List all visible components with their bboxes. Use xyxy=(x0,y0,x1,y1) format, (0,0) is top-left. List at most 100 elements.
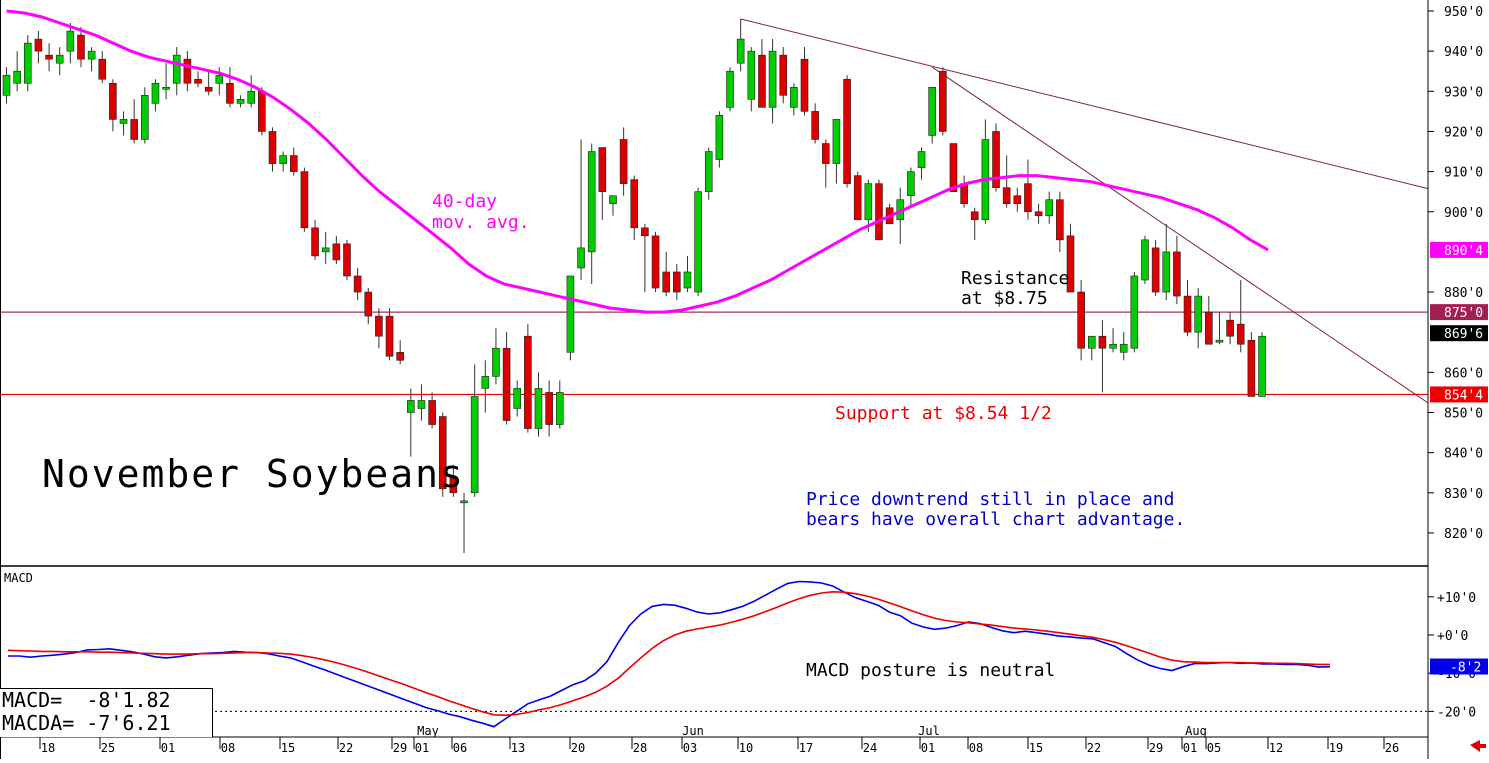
date-label: 25 xyxy=(101,741,115,755)
candle-body xyxy=(502,347,511,421)
candle-body xyxy=(300,171,309,229)
candle-body xyxy=(1141,239,1149,281)
date-label: 01 xyxy=(415,741,429,755)
resistance-label-line2: at $8.75 xyxy=(961,288,1048,309)
candle-body xyxy=(1056,199,1064,241)
support-price-tag: 854'4 xyxy=(1444,388,1483,403)
candle-body xyxy=(172,54,181,84)
resistance-price-tag-bg xyxy=(1430,304,1488,321)
macda-readout-label: MACDA= xyxy=(2,711,75,735)
moving-average-line xyxy=(6,9,1269,314)
ma-label-line1: 40-day xyxy=(432,191,497,212)
candle-body xyxy=(481,376,490,389)
candle-body xyxy=(641,227,649,237)
date-label: 15 xyxy=(1029,741,1043,755)
candle-body xyxy=(832,119,841,164)
candle-body xyxy=(779,54,788,96)
candle-body xyxy=(545,392,553,425)
candle-body xyxy=(587,151,596,253)
candle-body xyxy=(343,243,351,277)
support-price-tag-bg xyxy=(1430,386,1488,403)
candle-body xyxy=(66,30,75,52)
date-label: 22 xyxy=(1087,741,1101,755)
candle-body xyxy=(279,155,287,164)
candle-body xyxy=(87,50,96,60)
candle-body xyxy=(619,139,628,184)
candle-body xyxy=(13,70,21,84)
candle-body xyxy=(970,211,979,221)
price-tick-label: 950'0 xyxy=(1444,5,1483,20)
date-label: 28 xyxy=(633,741,647,755)
month-label: May xyxy=(417,724,439,738)
candle-body xyxy=(364,291,373,317)
candle-body xyxy=(1194,295,1202,333)
price-tick-label: 940'0 xyxy=(1444,45,1483,60)
candle-body xyxy=(907,171,915,196)
macd-tick-label: -20'0 xyxy=(1437,705,1476,720)
macd-readout-row: MACD= -8'1.82 xyxy=(2,689,212,712)
candle-body xyxy=(1162,251,1171,293)
date-label: 13 xyxy=(511,741,525,755)
resistance-label-line1: Resistance xyxy=(961,268,1069,289)
candle-body xyxy=(853,175,862,221)
candle-body xyxy=(800,58,809,112)
candle-body xyxy=(23,42,32,84)
macda-signal-line xyxy=(7,590,1331,717)
price-tick-label: 880'0 xyxy=(1444,286,1483,301)
candle-body xyxy=(417,400,426,409)
candle-body xyxy=(55,54,64,64)
candle-body xyxy=(194,78,202,84)
date-label: 22 xyxy=(339,741,353,755)
candle-body xyxy=(130,119,138,140)
candle-body xyxy=(928,86,936,136)
date-label: 10 xyxy=(739,741,753,755)
candle-body xyxy=(98,58,107,80)
candle-body xyxy=(1098,335,1107,349)
price-tick-label: 820'0 xyxy=(1444,527,1483,542)
candle-body xyxy=(321,247,330,253)
date-label: 29 xyxy=(1149,741,1163,755)
candle-body xyxy=(917,151,926,168)
candle-body xyxy=(864,183,873,221)
date-label: 26 xyxy=(1385,741,1399,755)
candle-body xyxy=(768,50,777,108)
candle-body xyxy=(811,111,819,140)
candle-body xyxy=(1226,319,1234,337)
candle-body xyxy=(1215,339,1224,343)
date-label: 01 xyxy=(1183,741,1197,755)
comment-line1: Price downtrend still in place and xyxy=(806,489,1174,510)
candle-body xyxy=(566,275,575,353)
candle-body xyxy=(492,347,500,377)
month-label: Jun xyxy=(682,724,704,738)
candle-body xyxy=(534,388,543,429)
candle-body xyxy=(736,38,745,64)
macd-readout: MACD= -8'1.82 MACDA= -7'6.21 xyxy=(0,688,213,737)
date-label: 01 xyxy=(161,741,175,755)
candle-body xyxy=(790,86,798,108)
month-label: Jul xyxy=(918,724,940,738)
macda-readout-row: MACDA= -7'6.21 xyxy=(2,712,212,735)
ma-price-tag-bg xyxy=(1430,241,1488,258)
candle-body xyxy=(407,400,415,413)
trendline xyxy=(931,66,1429,404)
date-label: 05 xyxy=(1207,741,1221,755)
candle-body xyxy=(1247,339,1256,397)
date-label: 18 xyxy=(41,741,55,755)
date-label: 20 xyxy=(571,741,585,755)
candle-body xyxy=(524,335,532,429)
date-label: 17 xyxy=(799,741,813,755)
candle-body xyxy=(1077,291,1085,349)
date-label: 19 xyxy=(1329,741,1343,755)
candle-body xyxy=(1183,295,1192,333)
candle-body xyxy=(2,74,11,96)
price-tick-label: 830'0 xyxy=(1444,487,1483,502)
candle-body xyxy=(673,271,681,293)
price-tick-label: 850'0 xyxy=(1444,407,1483,422)
macd-tick-label: +10'0 xyxy=(1437,591,1476,606)
candle-body xyxy=(396,351,404,361)
candle-body xyxy=(1045,199,1054,217)
macd-line xyxy=(8,580,1331,728)
candle-body xyxy=(577,247,585,269)
price-tick-label: 920'0 xyxy=(1444,125,1483,140)
